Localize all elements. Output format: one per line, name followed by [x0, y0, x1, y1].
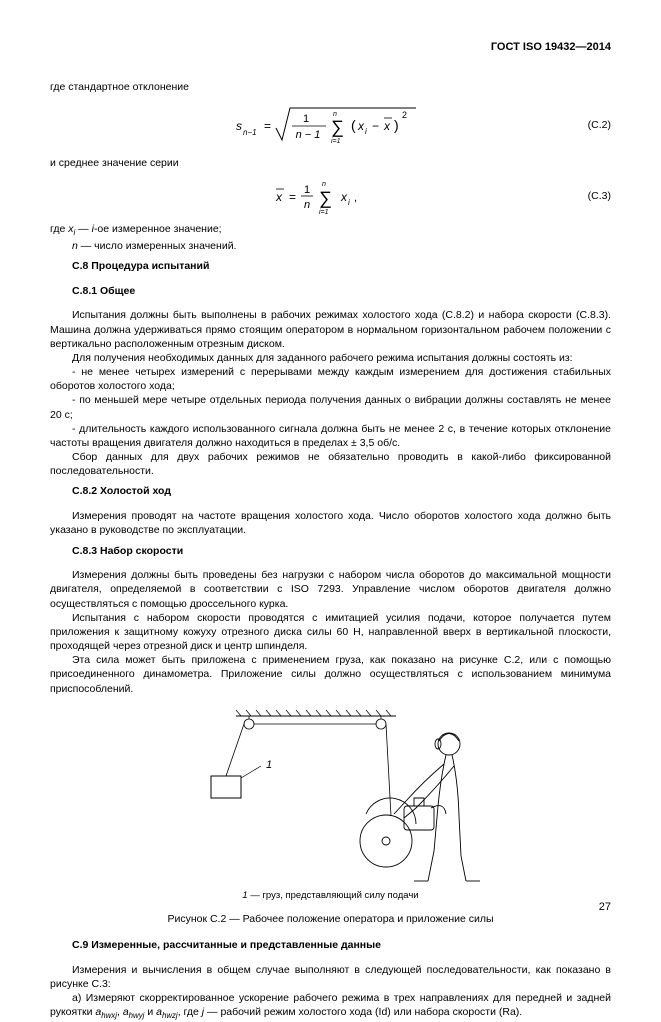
- para-c81-1: Испытания должны быть выполнены в рабочи…: [50, 308, 611, 351]
- svg-text:x: x: [357, 119, 365, 133]
- para-c83-1: Измерения должны быть проведены без нагр…: [50, 568, 611, 611]
- para-c9-2: a) Измеряют скорректированное ускорение …: [50, 991, 611, 1022]
- list-item-3: - длительность каждого использованного с…: [50, 422, 611, 450]
- equation-c2-row: s n−1 = 1 n − 1 ∑ n i=1 ( x i − x ) 2 (С…: [50, 100, 611, 150]
- svg-text:∑: ∑: [331, 117, 344, 137]
- equation-c3-row: x = 1 n ∑ n i=1 x i , (С.3): [50, 176, 611, 216]
- document-header: ГОСТ ISO 19432—2014: [50, 40, 611, 55]
- svg-text:,: ,: [354, 192, 357, 204]
- list-item-2: - по меньшей мере четыре отдельных перио…: [50, 393, 611, 421]
- para-c83-2: Испытания с набором скорости проводятся …: [50, 611, 611, 654]
- where-n-rest: — число измеренных значений.: [78, 240, 237, 252]
- page-number: 27: [599, 900, 611, 915]
- para-c81-2: Для получения необходимых данных для зад…: [50, 351, 611, 365]
- document-page: ГОСТ ISO 19432—2014 где стандартное откл…: [0, 0, 661, 935]
- svg-text:n: n: [333, 111, 337, 118]
- para-c9-1: Измерения и вычисления в общем случае вы…: [50, 963, 611, 991]
- where-line-2: n — число измеренных значений.: [50, 239, 611, 253]
- svg-text:n−1: n−1: [243, 128, 257, 137]
- equation-number-c3: (С.3): [588, 189, 611, 203]
- heading-c82: С.8.2 Холостой ход: [50, 484, 611, 498]
- svg-text:n: n: [322, 181, 326, 188]
- figure-c2-svg: 1: [166, 706, 496, 886]
- para-c81-3: Сбор данных для двух рабочих режимов не …: [50, 450, 611, 478]
- svg-text:2: 2: [402, 110, 407, 120]
- heading-c8: С.8 Процедура испытаний: [50, 259, 611, 273]
- svg-text:∑: ∑: [319, 188, 332, 208]
- equation-c3: x = 1 n ∑ n i=1 x i ,: [271, 176, 391, 216]
- figure-label-text: — груз, представляющий силу подачи: [248, 890, 419, 901]
- svg-text:x: x: [340, 190, 348, 204]
- equation-c2: s n−1 = 1 n − 1 ∑ n i=1 ( x i − x ) 2: [236, 100, 426, 150]
- c9-2-az-s: hwzj: [162, 1011, 178, 1020]
- svg-text:1: 1: [302, 113, 308, 125]
- svg-text:): ): [394, 117, 399, 133]
- text-mean-intro: и среднее значение серии: [50, 156, 611, 170]
- svg-text:=: =: [264, 119, 271, 133]
- c9-2-ay-s: hwyj: [129, 1011, 145, 1020]
- svg-text:i=1: i=1: [331, 138, 341, 145]
- c9-2-ax-s: hwxj: [101, 1011, 117, 1020]
- svg-text:x: x: [383, 119, 391, 133]
- figure-c2: 1: [50, 706, 611, 886]
- svg-text:n: n: [303, 199, 309, 211]
- svg-text:1: 1: [303, 184, 309, 196]
- svg-text:i=1: i=1: [319, 209, 329, 216]
- svg-text:i: i: [365, 127, 367, 136]
- equation-number-c2: (С.2): [588, 118, 611, 132]
- para-c82-1: Измерения проводят на частоте вращения х…: [50, 509, 611, 537]
- svg-text:i: i: [348, 198, 350, 207]
- figure-caption: Рисунок С.2 — Рабочее положение оператор…: [50, 912, 611, 926]
- heading-c83: С.8.3 Набор скорости: [50, 544, 611, 558]
- svg-text:1: 1: [266, 759, 272, 771]
- c9-2-where: , где: [178, 1006, 202, 1018]
- svg-text:=: =: [289, 190, 296, 204]
- svg-text:−: −: [372, 119, 379, 133]
- svg-text:n − 1: n − 1: [295, 129, 320, 141]
- svg-text:(: (: [351, 117, 356, 133]
- svg-text:s: s: [236, 119, 242, 133]
- where-line-1: где xi — i-ое измеренное значение;: [50, 222, 611, 239]
- list-item-1: - не менее четырех измерений с перерывам…: [50, 365, 611, 393]
- c9-2-tail: — рабочий режим холостого хода (Id) или …: [204, 1006, 522, 1018]
- c9-2-and: и: [144, 1006, 156, 1018]
- heading-c9: С.9 Измеренные, рассчитанные и представл…: [50, 938, 611, 952]
- heading-c81: С.8.1 Общее: [50, 284, 611, 298]
- figure-label: 1 — груз, представляющий силу подачи: [50, 890, 611, 903]
- svg-text:x: x: [275, 190, 283, 204]
- para-c83-3: Эта сила может быть приложена с применен…: [50, 653, 611, 696]
- text-stddev-intro: где стандартное отклонение: [50, 80, 611, 94]
